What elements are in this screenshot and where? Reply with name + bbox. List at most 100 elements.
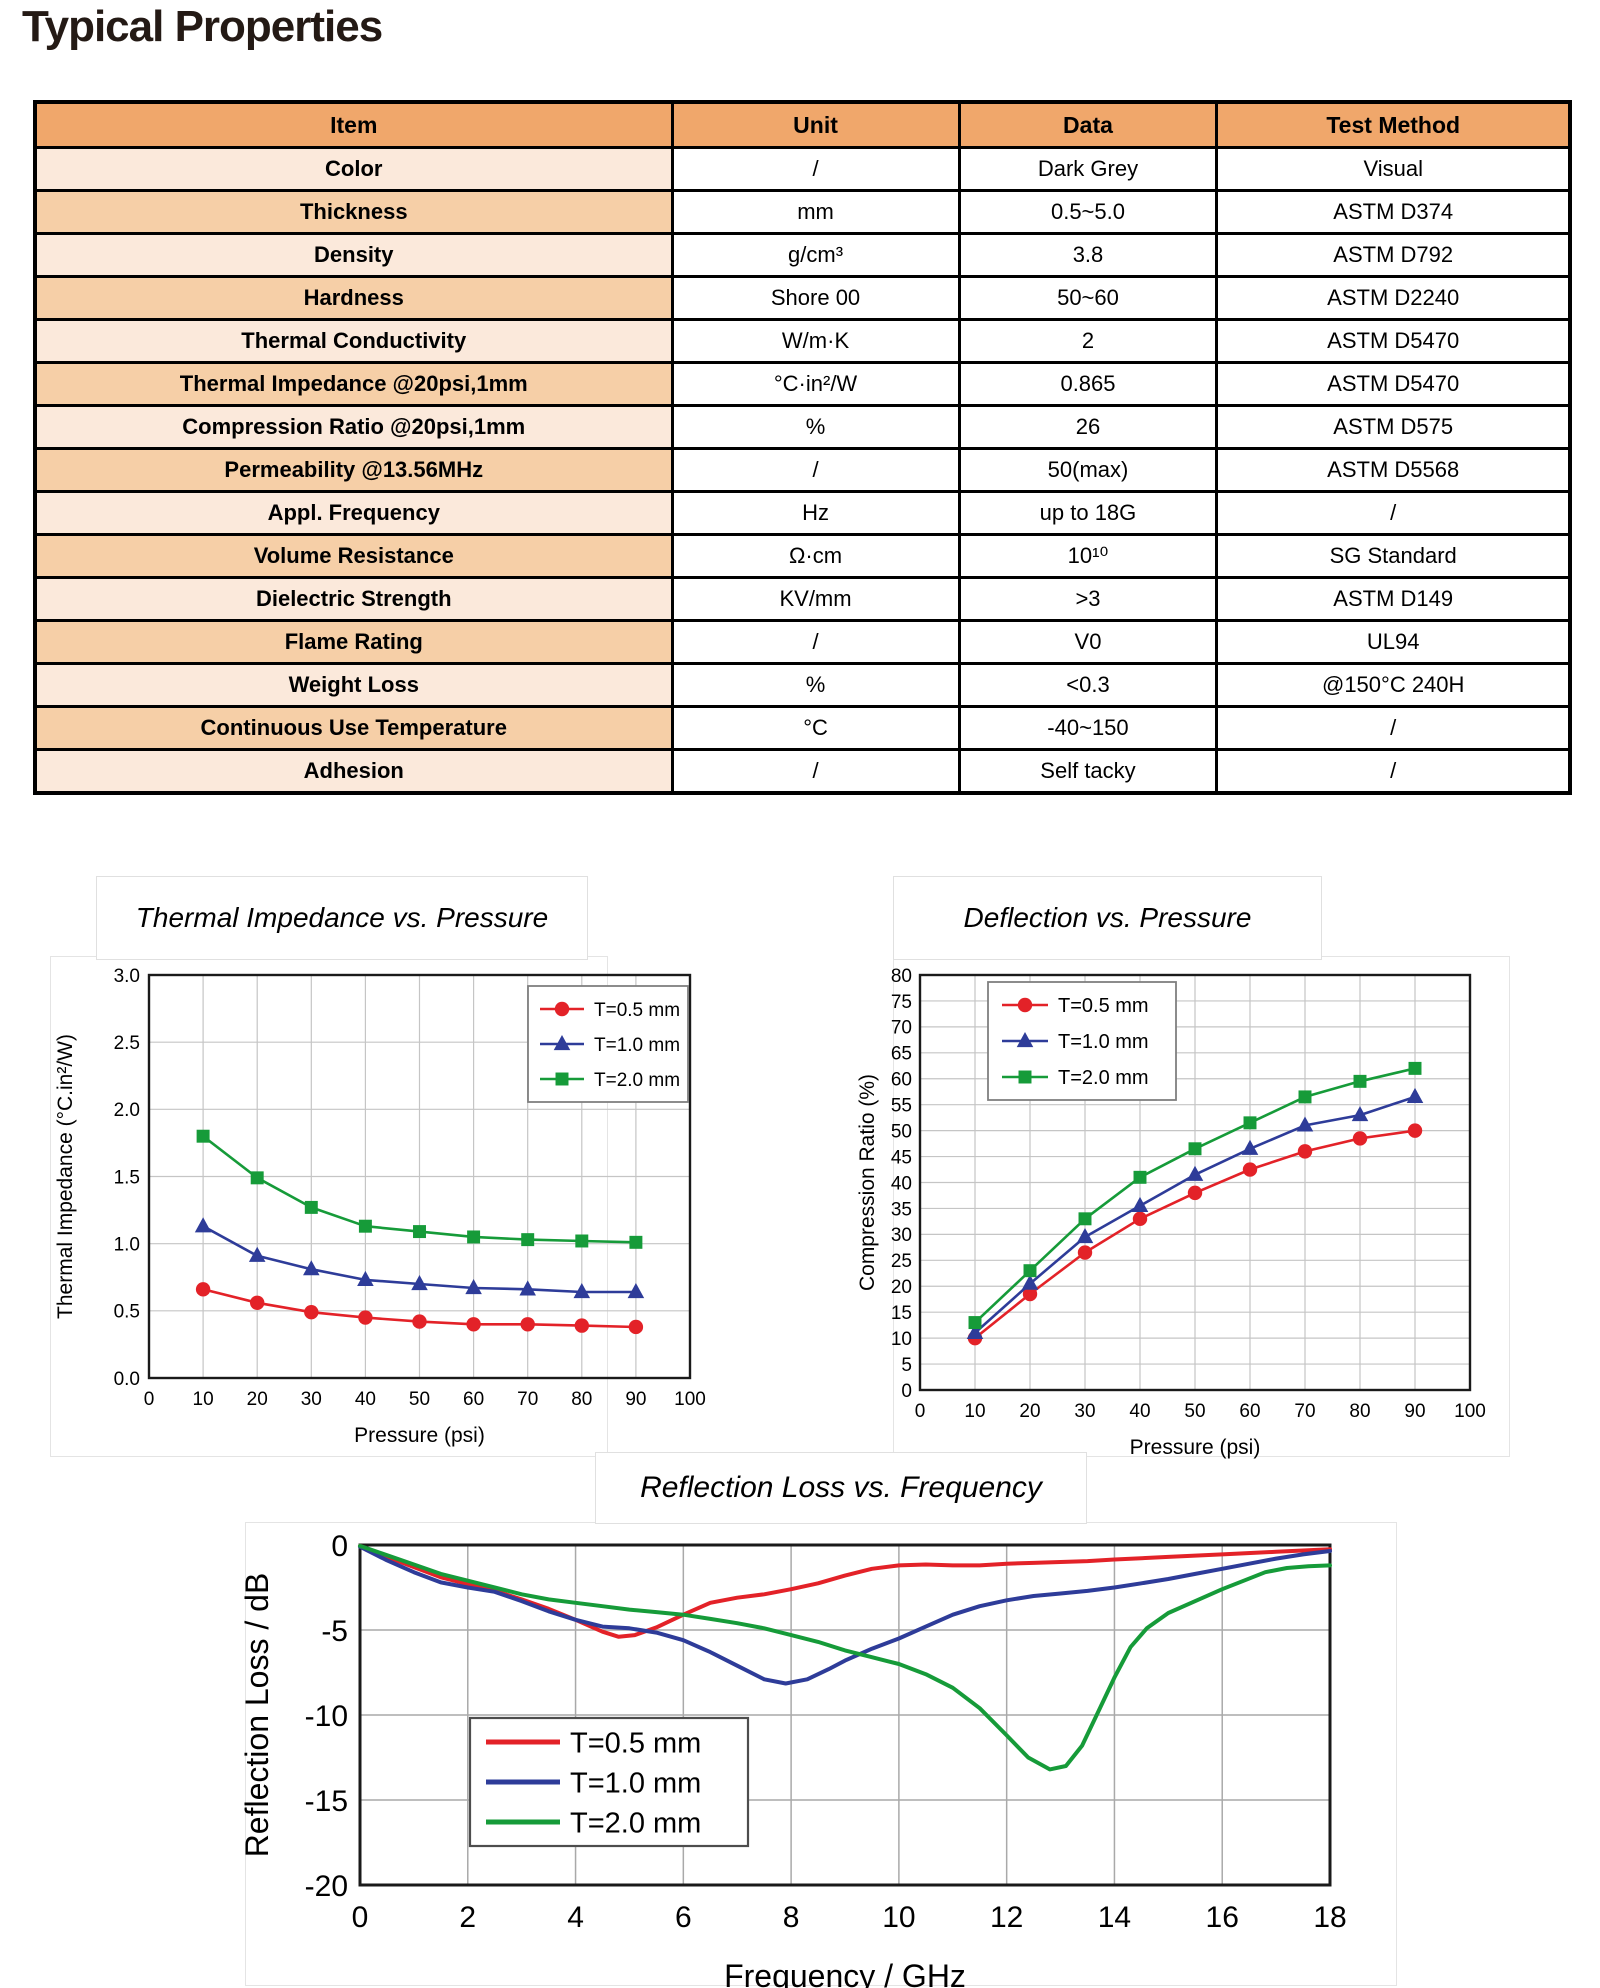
svg-text:40: 40 <box>891 1173 912 1194</box>
unit-cell: mm <box>670 189 961 235</box>
test-method-cell: Visual <box>1215 146 1572 192</box>
item-cell: Hardness <box>33 275 674 321</box>
svg-text:0: 0 <box>144 1389 155 1410</box>
legend-label: T=0.5 mm <box>570 1727 701 1759</box>
axis-ticks: 0 2 4 6 8 10 12 14 16 18 -20 -15 -10 -5 0 <box>305 1530 1347 1934</box>
table-header-row: Item Unit Data Test Method <box>33 100 1572 149</box>
data-cell: 2 <box>957 318 1219 364</box>
svg-text:0: 0 <box>915 1401 926 1422</box>
series-T-1.0-mm <box>358 1544 1332 1686</box>
series-T-0.5-mm <box>195 1282 644 1335</box>
svg-text:80: 80 <box>891 966 912 987</box>
test-method-cell: SG Standard <box>1215 533 1572 579</box>
svg-text:-15: -15 <box>305 1785 348 1818</box>
test-method-cell: @150°C 240H <box>1215 662 1572 708</box>
table-header: Item Unit Data Test Method <box>33 100 1572 149</box>
svg-text:16: 16 <box>1206 1901 1239 1934</box>
data-cell: 50(max) <box>957 447 1219 493</box>
svg-text:20: 20 <box>247 1389 268 1410</box>
svg-text:45: 45 <box>891 1147 912 1168</box>
table-row: Permeability @13.56MHz/50(max) ASTM D5568 <box>33 447 1572 493</box>
svg-text:1.5: 1.5 <box>114 1167 140 1188</box>
svg-text:90: 90 <box>1404 1401 1425 1422</box>
item-cell: Flame Rating <box>33 619 674 665</box>
typical-properties-table: Item Unit Data Test Method Color / Dark Grey V… <box>33 100 1572 795</box>
table-body: Color / Dark Grey Visual Thickness mm 0.5~5.0 A… <box>33 146 1572 795</box>
svg-text:60: 60 <box>463 1389 484 1410</box>
reflection-loss-chart: 0 2 4 6 8 10 12 14 16 18 -20 -15 -10 -5 0 Frequency / G… <box>239 1530 1347 1988</box>
svg-text:70: 70 <box>891 1018 912 1039</box>
deflection-chart: 0 10 20 30 40 50 60 70 80 90 100 0 5 10 15 20 25 30 35 40 45… <box>856 966 1486 1459</box>
svg-text:20: 20 <box>891 1277 912 1298</box>
test-method-cell: UL94 <box>1215 619 1572 665</box>
series-T-2.0-mm <box>358 1543 1332 1772</box>
legend-label: T=0.5 mm <box>594 1000 680 1021</box>
svg-text:2.5: 2.5 <box>114 1033 140 1054</box>
legend-label: T=2.0 mm <box>594 1070 680 1091</box>
thermal-impedance-chart: 0 10 20 30 40 50 60 70 80 90 100 0.0 0.5 1.0 1.5 2.0 2.5… <box>54 966 706 1447</box>
thermal-impedance-chart-title: Thermal Impedance vs. Pressure <box>96 876 588 960</box>
svg-text:15: 15 <box>891 1303 912 1324</box>
data-cell: 0.865 <box>957 361 1219 407</box>
svg-text:10: 10 <box>882 1901 915 1934</box>
svg-text:0.5: 0.5 <box>114 1302 140 1323</box>
table-row: Adhesion / Self tacky / <box>33 748 1572 795</box>
item-cell: Weight Loss <box>33 662 674 708</box>
svg-text:20: 20 <box>1019 1401 1040 1422</box>
data-cell: 26 <box>957 404 1219 450</box>
table-row: Flame Rating / V0 UL94 <box>33 619 1572 665</box>
svg-text:100: 100 <box>674 1389 706 1410</box>
legend: T=0.5 mm T=1.0 mm T=2.0 mm <box>527 985 689 1103</box>
page-title: Typical Properties <box>22 2 383 51</box>
table-row: Color / Dark Grey Visual <box>33 146 1572 192</box>
unit-cell: / <box>670 146 961 192</box>
table-row: Thermal Conductivity W/m·K 2 ASTM D5470 <box>33 318 1572 364</box>
legend: T=0.5 mm T=1.0 mm T=2.0 mm <box>987 981 1177 1101</box>
series-T-1.0-mm <box>966 1087 1424 1340</box>
svg-text:25: 25 <box>891 1251 912 1272</box>
x-axis-label: Pressure (psi) <box>354 1424 485 1447</box>
svg-text:12: 12 <box>990 1901 1023 1934</box>
svg-text:30: 30 <box>1074 1401 1095 1422</box>
svg-text:2: 2 <box>459 1901 476 1934</box>
unit-cell: KV/mm <box>670 576 961 622</box>
x-axis-label: Frequency / GHz <box>724 1958 966 1988</box>
svg-text:50: 50 <box>1184 1401 1205 1422</box>
svg-text:-5: -5 <box>321 1615 348 1648</box>
plot-border <box>918 973 1472 1392</box>
svg-text:75: 75 <box>891 992 912 1013</box>
data-cell: V0 <box>957 619 1219 665</box>
series-T-2.0-mm <box>196 1129 643 1249</box>
table-row: Dielectric Strength KV/mm >3 ASTM D149 <box>33 576 1572 622</box>
test-method-cell: ASTM D5470 <box>1215 361 1572 407</box>
table-row: Density g/cm³ 3.8 ASTM D792 <box>33 232 1572 278</box>
svg-text:10: 10 <box>964 1401 985 1422</box>
svg-text:60: 60 <box>891 1070 912 1091</box>
axis-ticks: 0 10 20 30 40 50 60 70 80 90 100 0.0 0.5 1.0 1.5 2.0 2.5… <box>114 966 706 1410</box>
svg-text:3.0: 3.0 <box>114 966 140 987</box>
test-method-cell: ASTM D792 <box>1215 232 1572 278</box>
y-axis-label: Thermal Impedance (°C.in²/W) <box>54 1034 77 1319</box>
column-header-item: Item <box>33 100 674 149</box>
data-cell: -40~150 <box>957 705 1219 751</box>
deflection-chart-title: Deflection vs. Pressure <box>893 876 1322 960</box>
svg-text:35: 35 <box>891 1199 912 1220</box>
data-cell: 0.5~5.0 <box>957 189 1219 235</box>
svg-text:70: 70 <box>517 1389 538 1410</box>
svg-text:40: 40 <box>1129 1401 1150 1422</box>
unit-cell: % <box>670 404 961 450</box>
data-cell: Dark Grey <box>957 146 1219 192</box>
plot-border <box>358 1543 1332 1887</box>
data-cell: Self tacky <box>957 748 1219 795</box>
item-cell: Color <box>33 146 674 192</box>
legend-label: T=1.0 mm <box>1058 1031 1149 1053</box>
svg-text:0: 0 <box>901 1381 912 1402</box>
y-axis-label: Reflection Loss / dB <box>239 1573 275 1858</box>
test-method-cell: / <box>1215 748 1572 795</box>
svg-text:0.0: 0.0 <box>114 1369 140 1390</box>
test-method-cell: ASTM D374 <box>1215 189 1572 235</box>
svg-text:40: 40 <box>355 1389 376 1410</box>
svg-text:2.0: 2.0 <box>114 1100 140 1121</box>
svg-text:-20: -20 <box>305 1870 348 1903</box>
